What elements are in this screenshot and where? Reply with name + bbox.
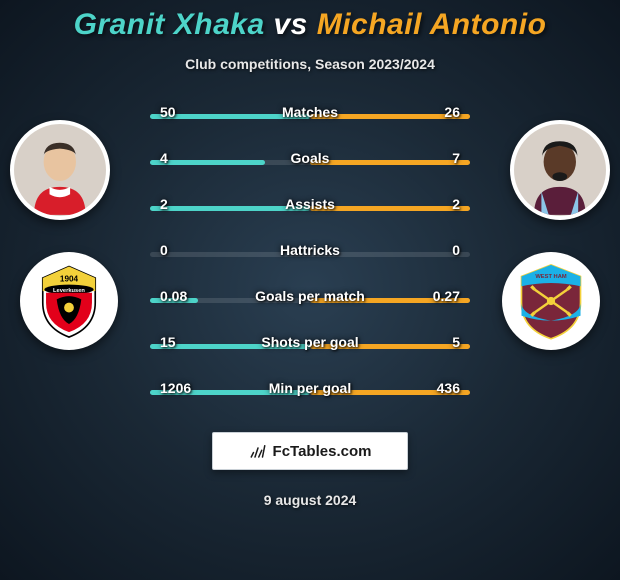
stat-value-right: 2 [452,196,460,212]
stat-row: 15 Shots per goal 5 [150,336,470,358]
svg-text:UNITED: UNITED [540,328,561,334]
stat-label: Shots per goal [261,334,358,350]
stat-label: Matches [282,104,338,120]
comparison-card: Granit Xhaka vs Michail Antonio Club com… [0,0,620,580]
stat-row: 50 Matches 26 [150,106,470,128]
stats-table: 50 Matches 26 4 Goals 7 2 Assists 2 0 Hattricks 0 0.… [150,106,470,404]
player2-avatar [510,120,610,220]
title-player2: Michail Antonio [317,8,547,41]
fctables-logo-icon [249,442,267,460]
stat-value-left: 0.08 [160,288,187,304]
stat-label: Assists [285,196,335,212]
stat-value-right: 0.27 [433,288,460,304]
stat-value-right: 5 [452,334,460,350]
stat-value-left: 4 [160,150,168,166]
stat-value-left: 50 [160,104,176,120]
stat-bar-right [310,160,470,165]
stat-value-right: 436 [437,380,460,396]
player2-silhouette-icon [523,133,597,216]
stat-value-right: 0 [452,242,460,258]
player1-avatar [10,120,110,220]
stat-value-left: 15 [160,334,176,350]
stat-row: 0 Hattricks 0 [150,244,470,266]
crest-year: 1904 [60,274,79,283]
stat-label: Goals [291,150,330,166]
leverkusen-crest-icon: 1904 Leverkusen [28,260,110,342]
page-title: Granit Xhaka vs Michail Antonio [0,8,620,42]
stat-value-left: 1206 [160,380,191,396]
stat-row: 1206 Min per goal 436 [150,382,470,404]
stat-label: Min per goal [269,380,351,396]
stat-row: 4 Goals 7 [150,152,470,174]
player1-club-crest: 1904 Leverkusen [20,252,118,350]
title-player1: Granit Xhaka [74,8,265,41]
stat-value-left: 0 [160,242,168,258]
player1-silhouette-icon [23,133,97,216]
player2-club-crest: WEST HAM UNITED [502,252,600,350]
title-vs: vs [274,8,308,41]
footer-site-text: FcTables.com [273,443,372,460]
stat-row: 0.08 Goals per match 0.27 [150,290,470,312]
stat-value-right: 7 [452,150,460,166]
westham-crest-icon: WEST HAM UNITED [510,260,592,342]
date-text: 9 august 2024 [0,492,620,508]
subtitle: Club competitions, Season 2023/2024 [0,56,620,72]
crest-club-name: Leverkusen [53,288,85,294]
stat-value-right: 26 [444,104,460,120]
svg-text:WEST HAM: WEST HAM [535,274,566,280]
footer-site-badge[interactable]: FcTables.com [212,432,408,470]
stat-value-left: 2 [160,196,168,212]
stat-row: 2 Assists 2 [150,198,470,220]
stat-label: Goals per match [255,288,365,304]
stat-label: Hattricks [280,242,340,258]
